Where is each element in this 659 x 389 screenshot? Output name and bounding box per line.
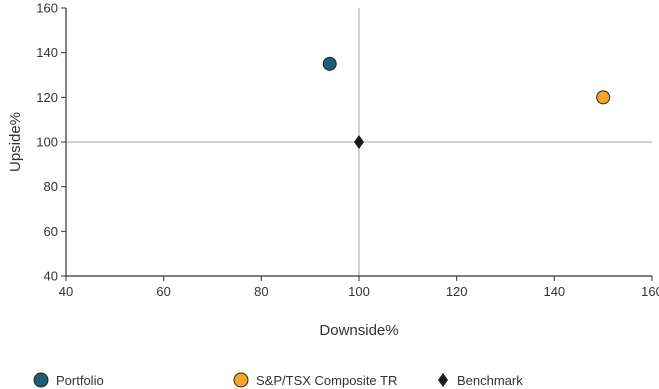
- y-tick-label: 120: [36, 90, 58, 105]
- x-tick-label: 80: [254, 284, 268, 299]
- y-axis-ticks: 40 60 80 100 120 140 160: [36, 1, 66, 284]
- x-tick-label: 60: [156, 284, 170, 299]
- chart-legend: Portfolio S&P/TSX Composite TR Benchmark: [0, 371, 659, 389]
- x-tick-label: 160: [641, 284, 659, 299]
- data-point-series-2: [354, 135, 364, 149]
- data-point-series-1: [596, 90, 611, 105]
- y-tick-label: 100: [36, 135, 58, 150]
- legend-label-portfolio: Portfolio: [56, 372, 104, 388]
- data-point-series-0: [322, 56, 337, 71]
- y-tick-label: 60: [44, 224, 58, 239]
- legend-item-benchmark[interactable]: Benchmark: [435, 371, 523, 389]
- x-tick-label: 140: [543, 284, 565, 299]
- y-tick-label: 160: [36, 1, 58, 16]
- legend-label-sp-tsx: S&P/TSX Composite TR: [256, 372, 398, 388]
- y-tick-label: 140: [36, 45, 58, 60]
- legend-marker-sp-tsx-icon: [233, 372, 249, 388]
- legend-marker-portfolio-icon: [33, 372, 49, 388]
- legend-label-benchmark: Benchmark: [457, 372, 523, 388]
- x-tick-label: 40: [59, 284, 73, 299]
- x-axis-ticks: 40 60 80 100 120 140 160: [59, 276, 659, 299]
- legend-item-portfolio[interactable]: Portfolio: [32, 371, 104, 389]
- x-tick-label: 120: [446, 284, 468, 299]
- legend-marker-benchmark-icon: [438, 373, 448, 387]
- legend-item-sp-tsx[interactable]: S&P/TSX Composite TR: [232, 371, 397, 389]
- y-tick-label: 40: [44, 269, 58, 284]
- data-points: [322, 56, 611, 149]
- x-axis-title: Downside%: [319, 322, 398, 339]
- scatter-chart: 40 60 80 100 120 140 160 40 60 80 100 120 140 160 Do…: [7, 1, 659, 340]
- y-tick-label: 80: [44, 179, 58, 194]
- y-axis-title: Upside%: [7, 112, 24, 172]
- x-tick-label: 100: [348, 284, 370, 299]
